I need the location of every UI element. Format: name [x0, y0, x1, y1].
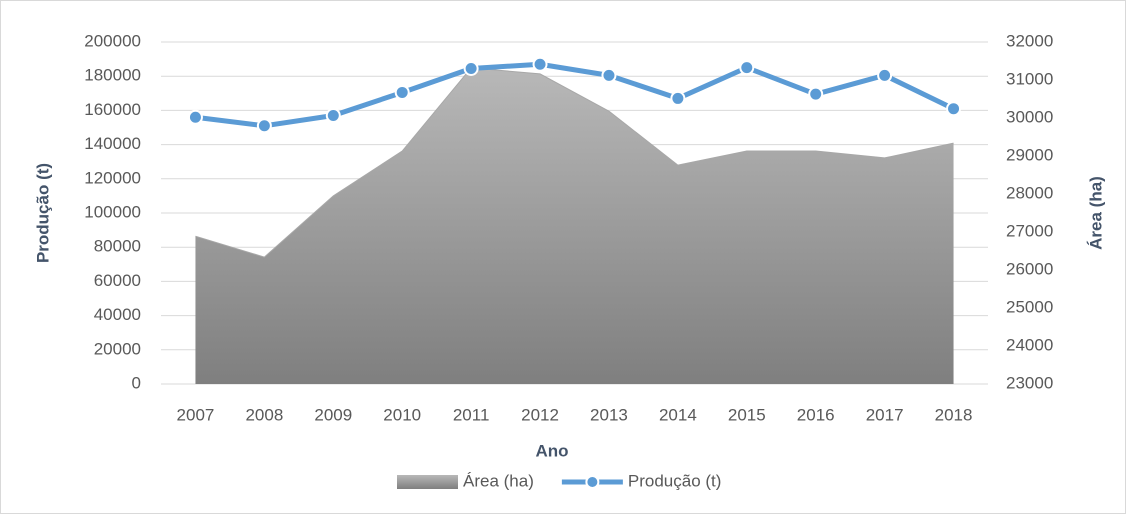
y2-tick-label: 31000 — [1006, 69, 1053, 88]
y-axis-title: Produção (t) — [33, 163, 52, 263]
legend-swatch — [397, 475, 458, 489]
y-tick-label: 40000 — [94, 305, 141, 324]
y2-tick-label: 28000 — [1006, 183, 1053, 202]
x-tick-label: 2008 — [245, 405, 283, 424]
marker — [808, 86, 824, 102]
y-tick-label: 0 — [132, 373, 141, 392]
y2-tick-label: 30000 — [1006, 107, 1053, 126]
y2-tick-label: 23000 — [1006, 373, 1053, 392]
y2-tick-label: 25000 — [1006, 297, 1053, 316]
area-fill — [195, 67, 954, 384]
marker — [532, 56, 548, 72]
marker — [463, 61, 479, 77]
y-tick-label: 140000 — [84, 134, 141, 153]
x-tick-label: 2016 — [797, 405, 835, 424]
x-axis-title: Ano — [535, 441, 568, 460]
y-tick-label: 20000 — [94, 339, 141, 358]
y-tick-label: 80000 — [94, 237, 141, 256]
y-tick-label: 180000 — [84, 66, 141, 85]
x-tick-label: 2017 — [866, 405, 904, 424]
marker — [256, 118, 272, 134]
x-tick-label: 2012 — [521, 405, 559, 424]
area-edge — [195, 67, 954, 258]
y-tick-label: 100000 — [84, 202, 141, 221]
legend-label: Área (ha) — [463, 471, 534, 490]
y2-tick-label: 27000 — [1006, 221, 1053, 240]
marker — [877, 67, 893, 83]
legend-label: Produção (t) — [628, 471, 722, 490]
x-tick-label: 2007 — [177, 405, 215, 424]
x-tick-label: 2018 — [935, 405, 973, 424]
y-tick-label: 120000 — [84, 168, 141, 187]
legend-swatch-marker — [585, 475, 600, 489]
y2-tick-label: 29000 — [1006, 145, 1053, 164]
marker — [739, 60, 755, 76]
y-tick-label: 160000 — [84, 100, 141, 119]
marker — [601, 67, 617, 83]
marker — [187, 109, 203, 125]
x-tick-label: 2014 — [659, 405, 697, 424]
x-tick-label: 2009 — [314, 405, 352, 424]
x-tick-label: 2010 — [383, 405, 421, 424]
marker — [670, 90, 686, 106]
line — [195, 61, 955, 129]
x-tick-label: 2011 — [453, 405, 490, 424]
y-tick-label: 200000 — [84, 31, 141, 50]
x-tick-label: 2013 — [590, 405, 628, 424]
y2-axis-title: Área (ha) — [1086, 176, 1105, 250]
marker — [394, 84, 410, 100]
marker — [946, 101, 962, 117]
y-tick-label: 60000 — [94, 271, 141, 290]
marker — [325, 108, 341, 124]
x-tick-label: 2015 — [728, 405, 766, 424]
y2-tick-label: 24000 — [1006, 335, 1053, 354]
y2-tick-label: 32000 — [1006, 31, 1053, 50]
y2-tick-label: 26000 — [1006, 259, 1053, 278]
